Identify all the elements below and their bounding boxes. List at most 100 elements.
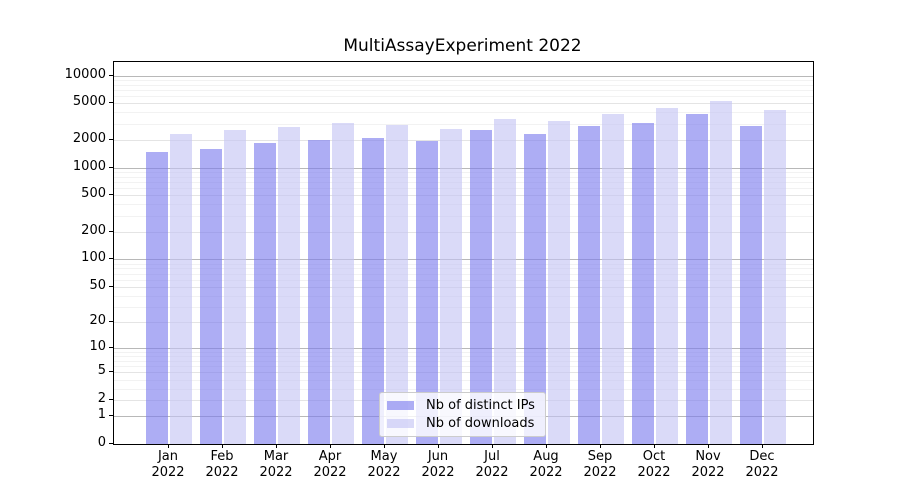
x-tick-mark bbox=[276, 444, 277, 448]
y-tick-mark bbox=[109, 443, 113, 444]
bar-ips-apr bbox=[308, 140, 330, 444]
y-tick-label: 2000 bbox=[72, 131, 106, 146]
bar-downloads-mar bbox=[278, 126, 300, 444]
bar-downloads-dec bbox=[764, 109, 786, 444]
x-tick-label: Oct 2022 bbox=[637, 449, 671, 480]
legend-label-downloads: Nb of downloads bbox=[426, 416, 535, 431]
x-tick-mark bbox=[654, 444, 655, 448]
y-tick-label: 10 bbox=[89, 339, 106, 355]
gridline-major bbox=[114, 103, 813, 105]
gridline-minor bbox=[114, 279, 813, 281]
y-tick-mark bbox=[109, 166, 113, 168]
bar-ips-may bbox=[362, 137, 384, 444]
gridline-major bbox=[114, 348, 813, 350]
x-tick-label: Feb 2022 bbox=[205, 449, 239, 480]
x-tick-label: Dec 2022 bbox=[745, 449, 779, 480]
bar-downloads-sep bbox=[602, 113, 624, 444]
y-tick-mark bbox=[109, 230, 113, 232]
plot-area bbox=[113, 61, 814, 445]
x-tick-label: Mar 2022 bbox=[259, 449, 293, 480]
gridline-minor bbox=[114, 182, 813, 183]
legend-item-downloads: Nb of downloads bbox=[387, 416, 537, 431]
y-tick-label: 1 bbox=[97, 407, 106, 423]
gridline-minor bbox=[114, 96, 813, 98]
bar-downloads-aug bbox=[548, 121, 570, 444]
gridline-major bbox=[114, 75, 813, 77]
gridline-minor bbox=[114, 306, 813, 308]
bar-downloads-jan bbox=[170, 133, 192, 444]
bar-ips-sep bbox=[578, 126, 600, 444]
y-tick-label: 5000 bbox=[72, 94, 106, 110]
bar-downloads-apr bbox=[332, 123, 354, 444]
gridline-minor bbox=[114, 112, 813, 114]
y-tick-label: 20 bbox=[89, 313, 106, 329]
gridline-minor bbox=[114, 89, 813, 91]
gridline-minor bbox=[114, 366, 813, 368]
bar-downloads-oct bbox=[656, 108, 678, 444]
legend: Nb of distinct IPs Nb of downloads bbox=[379, 392, 546, 437]
y-tick-mark bbox=[109, 74, 113, 76]
x-tick-mark bbox=[546, 444, 547, 448]
gridline-minor bbox=[114, 388, 813, 390]
y-tick-label: 1000 bbox=[72, 158, 106, 174]
x-tick-mark bbox=[762, 444, 763, 448]
bar-ips-feb bbox=[200, 148, 222, 444]
y-tick-mark bbox=[109, 285, 113, 287]
gridline-minor bbox=[114, 79, 813, 81]
y-tick-label: 10000 bbox=[64, 66, 106, 82]
y-tick-mark bbox=[109, 258, 113, 260]
x-tick-label: Jul 2022 bbox=[475, 449, 509, 480]
bar-ips-oct bbox=[632, 122, 654, 444]
x-tick-label: Jun 2022 bbox=[421, 449, 455, 480]
gridline-minor bbox=[114, 263, 813, 265]
y-tick-mark bbox=[109, 399, 113, 401]
x-tick-label: Apr 2022 bbox=[313, 449, 347, 480]
gridline-major bbox=[114, 286, 813, 288]
gridline-minor bbox=[114, 360, 813, 362]
gridline-minor bbox=[114, 351, 813, 353]
y-tick-mark bbox=[109, 102, 113, 104]
bar-ips-jun bbox=[416, 141, 438, 444]
x-tick-mark bbox=[600, 444, 601, 448]
legend-item-distinct-ips: Nb of distinct IPs bbox=[387, 398, 537, 413]
y-tick-label: 50 bbox=[89, 277, 106, 293]
gridline-minor bbox=[114, 188, 813, 190]
bar-downloads-nov bbox=[710, 100, 732, 444]
gridline-minor bbox=[114, 268, 813, 270]
gridline-major bbox=[114, 167, 813, 169]
y-tick-mark bbox=[109, 194, 113, 196]
gridline-major bbox=[114, 231, 813, 233]
gridline-minor bbox=[114, 273, 813, 275]
bar-ips-jul bbox=[470, 130, 492, 444]
legend-swatch-downloads bbox=[387, 419, 414, 428]
legend-label-distinct-ips: Nb of distinct IPs bbox=[426, 398, 535, 413]
gridline-minor bbox=[114, 356, 813, 358]
gridline-minor bbox=[114, 379, 813, 381]
legend-swatch-distinct-ips bbox=[387, 401, 414, 410]
y-tick-label: 2 bbox=[97, 391, 106, 407]
gridline-minor bbox=[114, 84, 813, 86]
y-tick-mark bbox=[109, 371, 113, 373]
y-tick-mark bbox=[109, 415, 113, 417]
chart-title: MultiAssayExperiment 2022 bbox=[343, 36, 582, 56]
y-tick-label: 200 bbox=[81, 222, 106, 238]
x-tick-label: Jan 2022 bbox=[151, 449, 185, 480]
x-tick-mark bbox=[384, 444, 385, 448]
y-tick-mark bbox=[109, 139, 113, 140]
x-tick-label: Aug 2022 bbox=[529, 449, 563, 480]
x-tick-label: May 2022 bbox=[367, 449, 401, 480]
y-tick-mark bbox=[109, 347, 113, 349]
gridline-major bbox=[114, 259, 813, 261]
bar-downloads-may bbox=[386, 125, 408, 444]
gridline-minor bbox=[114, 215, 813, 217]
y-tick-mark bbox=[109, 321, 113, 323]
y-tick-label: 100 bbox=[81, 250, 106, 266]
gridline-minor bbox=[114, 176, 813, 178]
y-tick-label: 5 bbox=[97, 363, 106, 379]
bar-downloads-feb bbox=[224, 129, 246, 444]
x-tick-mark bbox=[492, 444, 493, 448]
gridline-minor bbox=[114, 123, 813, 125]
bar-downloads-jun bbox=[440, 128, 462, 444]
x-tick-mark bbox=[438, 444, 439, 448]
